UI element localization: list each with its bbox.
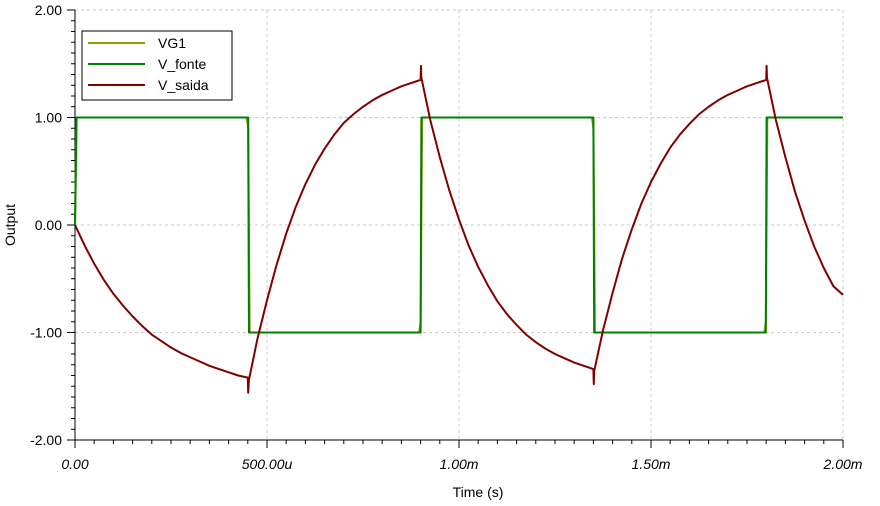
legend-box	[81, 30, 233, 101]
legend: VG1 V_fonte V_saida	[81, 30, 233, 101]
y-axis-label: Output	[2, 204, 18, 246]
legend-label: V_saida	[158, 77, 209, 93]
x-tick-label: 1.50m	[632, 456, 671, 472]
y-tick-label: 0.00	[35, 217, 62, 233]
series-line-v-saida	[74, 64, 844, 394]
y-tick-label: -2.00	[30, 432, 62, 448]
y-tick-label: 1.00	[35, 110, 62, 126]
y-tick-label: -1.00	[30, 325, 62, 341]
x-tick-label: 500.00u	[242, 456, 293, 472]
x-tick-label: 0.00	[61, 456, 88, 472]
x-tick-label: 1.00m	[440, 456, 479, 472]
legend-label: V_fonte	[158, 56, 206, 72]
x-tick-label: 2.00m	[823, 456, 863, 472]
series-line-v-fonte	[74, 116, 843, 334]
axes: 0.00 500.00u 1.00m 1.50m 2.00m 2.00 1.00 0.00 -1…	[30, 2, 863, 472]
x-axis-label: Time (s)	[453, 484, 504, 500]
legend-label: VG1	[158, 35, 186, 51]
y-tick-label: 2.00	[35, 2, 62, 18]
plot-series	[74, 64, 844, 394]
